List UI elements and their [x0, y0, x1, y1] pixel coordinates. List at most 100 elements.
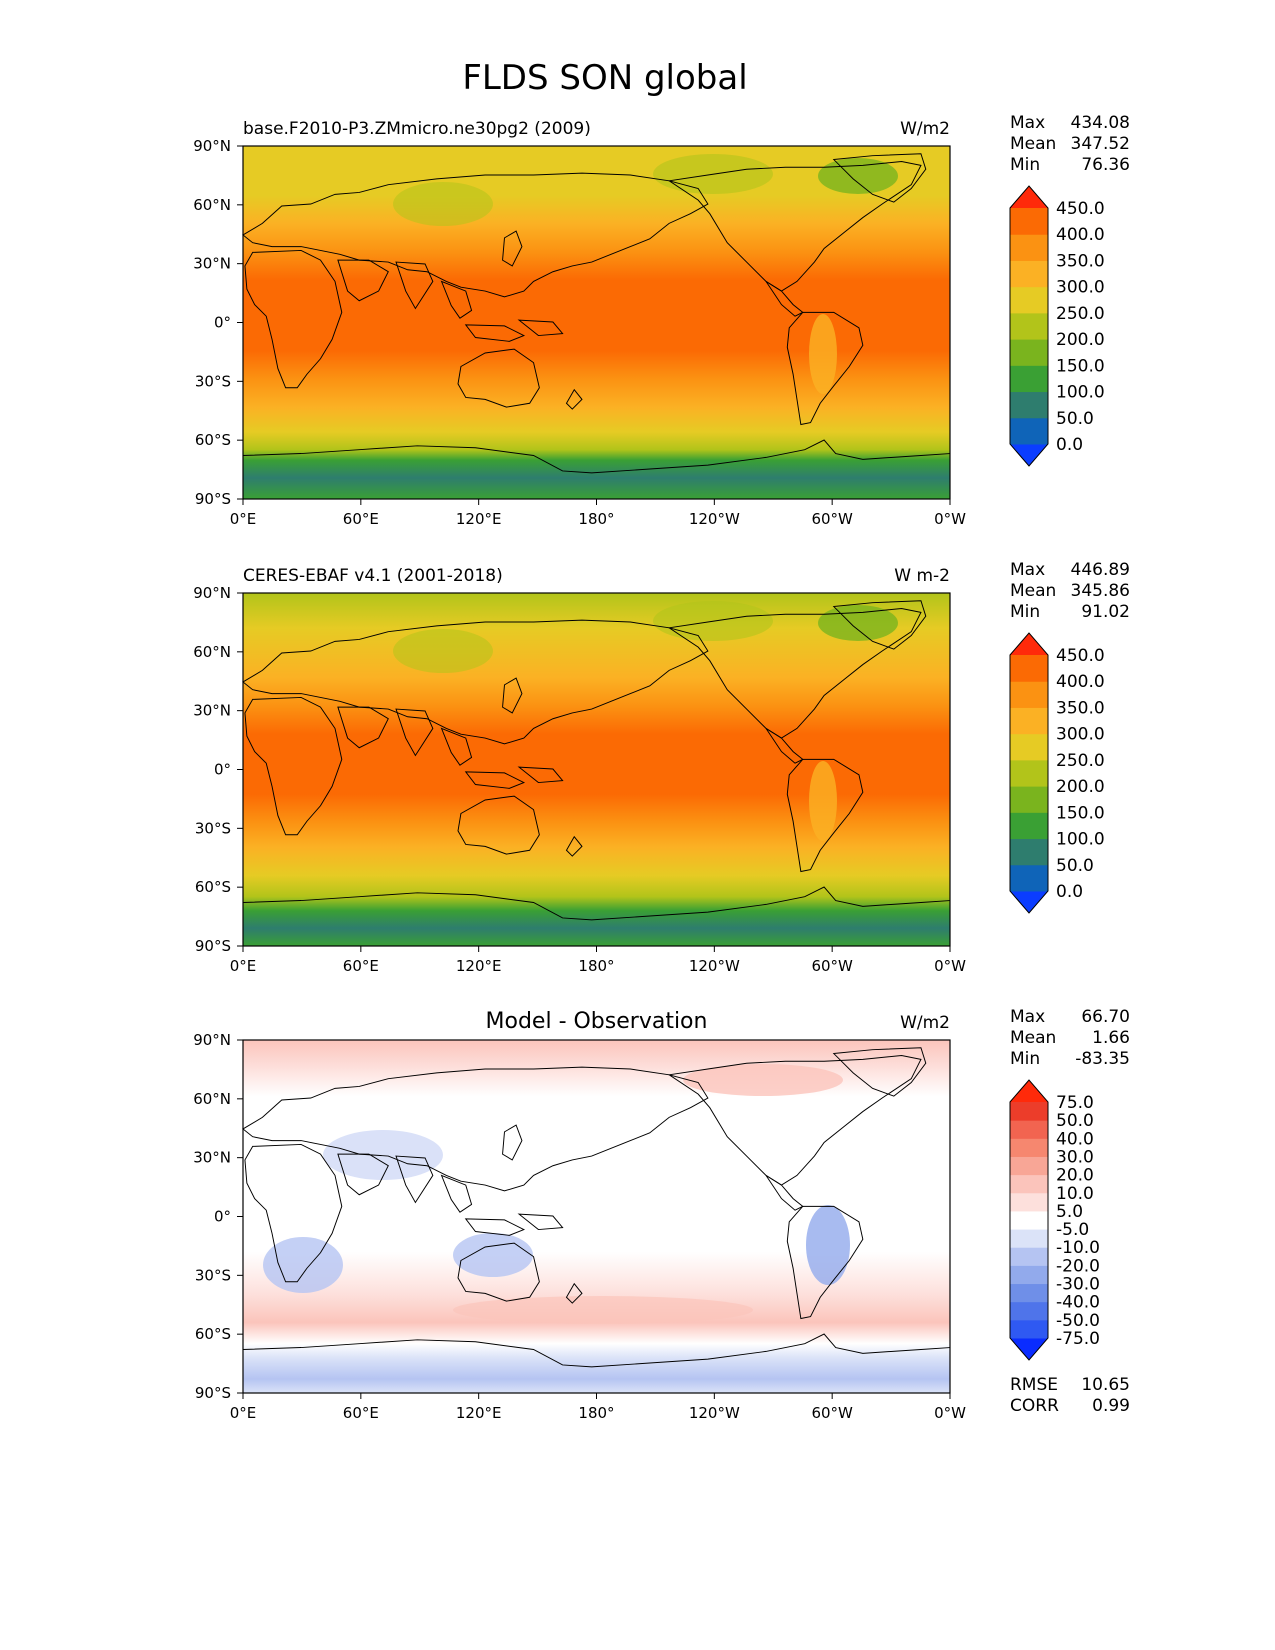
- colorbar-segment: [1010, 681, 1048, 708]
- lat-tick-label: 0°: [214, 761, 231, 779]
- field-feature: [809, 314, 837, 394]
- lon-tick-label: 120°W: [689, 957, 740, 975]
- figure-title: FLDS SON global: [462, 58, 747, 98]
- stat-value: 345.86: [1071, 581, 1130, 601]
- panel-difference: 90°N 60°N 30°N 0° 30°S 60°S 90°S 0°E 60°E 120°E 18…: [193, 1007, 1130, 1422]
- lat-tick-label: 30°N: [193, 1149, 231, 1167]
- lat-tick-label: 90°S: [195, 1384, 231, 1402]
- lon-tick-label: 120°W: [689, 1404, 740, 1422]
- colorbar-segment: [1010, 1210, 1048, 1230]
- colorbar-level-label: -40.0: [1056, 1293, 1100, 1313]
- colorbar-segment: [1010, 417, 1048, 445]
- colorbar-level-label: 200.0: [1056, 777, 1105, 797]
- colorbar-level-label: 50.0: [1056, 856, 1094, 876]
- field-feature: [323, 1130, 443, 1180]
- colorbar-segment: [1010, 365, 1048, 393]
- colorbar-outline: [1009, 1079, 1049, 1361]
- field-feature: [453, 1296, 753, 1324]
- colorbar-level-label: 350.0: [1056, 251, 1105, 271]
- colorbar-segment: [1010, 260, 1048, 288]
- colorbar-level-label: 250.0: [1056, 751, 1105, 771]
- colorbar-outline: [1009, 632, 1049, 914]
- stat-label: Mean: [1010, 581, 1056, 601]
- lat-tick-label: 30°S: [195, 372, 231, 390]
- colorbar-level-label: 20.0: [1056, 1166, 1094, 1186]
- map-area: [242, 146, 951, 499]
- lat-tick-label: 60°N: [193, 1090, 231, 1108]
- colorbar-level-label: -5.0: [1056, 1220, 1089, 1240]
- lat-tick-label: 60°N: [193, 643, 231, 661]
- colorbar-level-label: -10.0: [1056, 1238, 1100, 1258]
- colorbar-level-label: 100.0: [1056, 383, 1105, 403]
- lat-tick-label: 90°N: [193, 137, 231, 155]
- panel-title: Model - Observation: [486, 1009, 708, 1034]
- colorbar-segment: [1010, 1319, 1048, 1339]
- colorbar-level-label: 400.0: [1056, 225, 1105, 245]
- colorbar-level-label: 350.0: [1056, 698, 1105, 718]
- lon-tick-label: 0°E: [230, 510, 257, 528]
- stat-label: Max: [1010, 560, 1045, 580]
- lon-tick-label: 0°W: [934, 510, 966, 528]
- map-area: [242, 1040, 951, 1393]
- lat-tick-label: 90°N: [193, 1031, 231, 1049]
- map-field: [243, 593, 950, 946]
- field-feature: [806, 1205, 850, 1285]
- colorbar-segment: [1010, 655, 1048, 682]
- lon-tick-label: 180°: [578, 1404, 614, 1422]
- lat-tick-label: 0°: [214, 1208, 231, 1226]
- lat-tick-label: 60°S: [195, 1325, 231, 1343]
- colorbar: -75.0-50.0-40.0-30.0-20.0-10.0-5.05.010.…: [1009, 1079, 1100, 1361]
- colorbar-segment: [1010, 838, 1048, 866]
- colorbar-segment: [1010, 1120, 1048, 1139]
- colorbar-segment: [1010, 1156, 1048, 1176]
- field-feature: [809, 761, 837, 841]
- units-label: W m-2: [894, 566, 950, 586]
- lat-tick-label: 30°N: [193, 702, 231, 720]
- lat-tick-label: 60°S: [195, 431, 231, 449]
- colorbar-segment: [1010, 1229, 1048, 1248]
- colorbar-segment: [1010, 339, 1048, 366]
- lon-tick-label: 120°E: [456, 1404, 502, 1422]
- field-feature: [393, 182, 493, 226]
- colorbar-segment: [1010, 1102, 1048, 1121]
- extra-stat-label: CORR: [1010, 1396, 1059, 1416]
- field-feature: [393, 629, 493, 673]
- stat-value: 66.70: [1081, 1007, 1130, 1027]
- colorbar-segment: [1010, 864, 1048, 892]
- stat-label: Max: [1010, 1007, 1045, 1027]
- colorbar-segment: [1010, 1138, 1048, 1157]
- lon-tick-label: 0°W: [934, 957, 966, 975]
- panel-title: base.F2010-P3.ZMmicro.ne30pg2 (2009): [243, 119, 591, 139]
- stat-value: -83.35: [1075, 1049, 1130, 1069]
- colorbar-outline: [1009, 185, 1049, 467]
- colorbar-segment: [1010, 812, 1048, 840]
- lat-tick-label: 30°N: [193, 255, 231, 273]
- colorbar: 0.0 50.0 100.0 150.0 200.0 250.0 300.0 350.0 400…: [1009, 632, 1105, 914]
- stat-label: Min: [1010, 1049, 1040, 1069]
- colorbar-level-label: 10.0: [1056, 1184, 1094, 1204]
- lon-tick-label: 60°E: [343, 957, 379, 975]
- colorbar-level-label: 450.0: [1056, 199, 1105, 219]
- stat-value: 446.89: [1071, 560, 1130, 580]
- extra-stat-label: RMSE: [1010, 1375, 1058, 1395]
- lat-tick-label: 60°N: [193, 196, 231, 214]
- stat-value: 76.36: [1081, 155, 1130, 175]
- colorbar-extend-max: [1010, 633, 1048, 655]
- lon-tick-label: 0°E: [230, 957, 257, 975]
- stat-value: 434.08: [1071, 113, 1130, 133]
- lon-tick-label: 0°W: [934, 1404, 966, 1422]
- lon-tick-label: 120°W: [689, 510, 740, 528]
- colorbar-level-label: 40.0: [1056, 1129, 1094, 1149]
- colorbar-segment: [1010, 1192, 1048, 1212]
- colorbar-level-label: 50.0: [1056, 409, 1094, 429]
- field-feature: [683, 1064, 843, 1096]
- colorbar-level-label: 300.0: [1056, 725, 1105, 745]
- colorbar-level-label: 50.0: [1056, 1111, 1094, 1131]
- colorbar-segment: [1010, 759, 1048, 787]
- lon-tick-label: 60°W: [811, 1404, 853, 1422]
- colorbar-level-label: 150.0: [1056, 356, 1105, 376]
- lat-tick-label: 30°S: [195, 1266, 231, 1284]
- stat-value: 1.66: [1092, 1028, 1130, 1048]
- lon-tick-label: 180°: [578, 957, 614, 975]
